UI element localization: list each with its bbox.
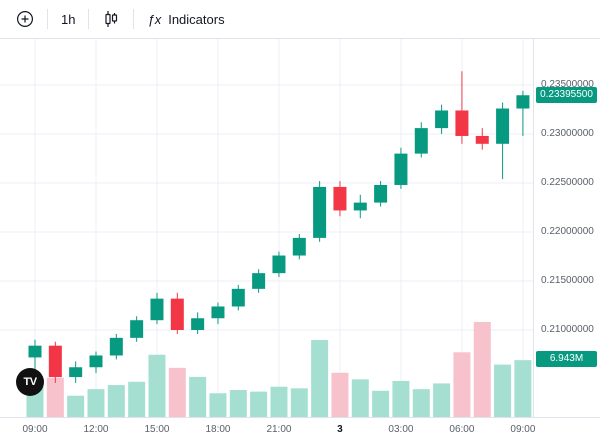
indicators-label: Indicators [168, 11, 225, 27]
time-axis-label: 09:00 [22, 424, 48, 435]
price-axis-label: 0.21500000 [541, 275, 594, 286]
time-axis-label: 12:00 [83, 424, 109, 435]
chart-type-button[interactable] [94, 5, 128, 33]
time-axis[interactable]: 09:00 12:00 15:00 18:00 21:00 3 03:00 06:00 09:0… [0, 417, 600, 442]
price-axis[interactable]: 0.23395500 6.943M 0.23500000 0.23000000 0.… [533, 38, 600, 442]
time-axis-label: 15:00 [144, 424, 170, 435]
time-axis-label: 21:00 [266, 424, 292, 435]
volume-badge: 6.943M [536, 351, 597, 368]
time-axis-label: 3 [337, 424, 343, 435]
chart-plot-area[interactable] [0, 38, 533, 417]
time-axis-label: 06:00 [449, 424, 475, 435]
fx-icon: ƒx [147, 11, 162, 27]
add-symbol-button[interactable] [8, 5, 42, 33]
price-axis-label: 0.23000000 [541, 128, 594, 139]
time-axis-label: 09:00 [510, 424, 536, 435]
indicators-button[interactable]: ƒx Indicators [139, 7, 232, 32]
chart-toolbar: 1h ƒx Indicators [0, 0, 600, 39]
tradingview-logo[interactable]: TV [16, 368, 44, 396]
chart-region: 0.23395500 6.943M 0.23500000 0.23000000 0.… [0, 38, 600, 442]
candlestick-icon [105, 11, 118, 27]
toolbar-divider [88, 9, 90, 29]
toolbar-divider [47, 9, 48, 29]
interval-label: 1h [61, 11, 76, 27]
current-price-badge: 0.23395500 [536, 87, 597, 104]
time-axis-label: 18:00 [205, 424, 231, 435]
plus-circle-icon [16, 10, 34, 28]
toolbar-divider [133, 9, 135, 29]
price-axis-label: 0.23500000 [541, 79, 594, 90]
price-axis-label: 0.22500000 [541, 177, 594, 188]
price-axis-label: 0.21000000 [541, 324, 594, 335]
tradingview-logo-text: TV [23, 376, 37, 388]
interval-button[interactable]: 1h [53, 7, 83, 32]
price-axis-label: 0.22000000 [541, 226, 594, 237]
time-axis-label: 03:00 [388, 424, 414, 435]
